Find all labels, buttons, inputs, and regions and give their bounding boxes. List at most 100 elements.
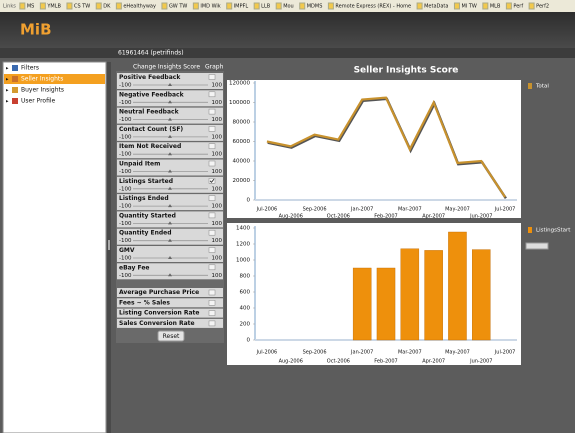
link[interactable]: MLB xyxy=(490,4,501,10)
checkbox[interactable] xyxy=(208,247,216,253)
link-icon[interactable] xyxy=(528,2,535,10)
checkbox[interactable] xyxy=(208,91,216,98)
link[interactable]: MS xyxy=(27,4,35,10)
tab[interactable]: Change Insights Score xyxy=(133,64,200,71)
slider-thumb[interactable] xyxy=(168,186,172,190)
link[interactable]: Mou xyxy=(283,4,294,10)
bar xyxy=(376,267,396,341)
nav-icon xyxy=(12,76,18,82)
option-label: Sales Conversion Rate xyxy=(119,320,195,327)
checkbox[interactable] xyxy=(208,289,216,296)
slider-min: -100 xyxy=(119,100,132,106)
user-name: 61961464 (petrifinds) xyxy=(118,50,184,57)
link[interactable]: Perf xyxy=(513,4,523,10)
checkbox[interactable] xyxy=(208,195,216,201)
link-icon[interactable] xyxy=(66,2,73,10)
link-icon[interactable] xyxy=(161,2,168,10)
link[interactable]: DK xyxy=(103,4,111,10)
option-row xyxy=(117,318,223,328)
link[interactable]: MDMS xyxy=(307,4,323,10)
x-tick-label: Jul-2006 xyxy=(256,207,278,213)
slider-max: 100 xyxy=(212,134,223,140)
link[interactable]: MI TW xyxy=(461,4,476,10)
link-icon[interactable] xyxy=(226,2,233,10)
checkbox[interactable] xyxy=(208,300,216,306)
y-tick-label: 60000 xyxy=(233,139,251,145)
link[interactable]: CS TW xyxy=(74,4,90,10)
link-icon[interactable] xyxy=(115,2,122,10)
link-icon[interactable] xyxy=(95,2,102,10)
slider-thumb[interactable] xyxy=(168,273,172,277)
x-tick-label: Jun-2007 xyxy=(469,359,492,365)
legend-swatch xyxy=(528,227,532,233)
checkbox[interactable] xyxy=(208,229,216,236)
link-icon[interactable] xyxy=(327,2,334,10)
link[interactable]: MetaData xyxy=(424,4,448,10)
slider-thumb[interactable] xyxy=(168,152,172,156)
slider-thumb[interactable] xyxy=(168,256,172,259)
reset-button[interactable] xyxy=(157,330,185,342)
slider-thumb[interactable] xyxy=(168,169,172,173)
slider-label: Listings Started xyxy=(119,178,173,185)
link[interactable]: IMPFL xyxy=(234,4,249,10)
checkbox[interactable] xyxy=(208,160,216,167)
splitter-handle[interactable] xyxy=(108,240,110,250)
x-tick-label: May-2007 xyxy=(445,207,470,213)
checkbox[interactable] xyxy=(208,126,216,132)
checkbox[interactable] xyxy=(208,212,216,219)
y-tick-label: 20000 xyxy=(233,178,251,184)
link-icon[interactable] xyxy=(505,2,512,10)
reset-label[interactable]: Reset xyxy=(163,333,180,340)
link-icon[interactable] xyxy=(482,2,489,10)
link-icon[interactable] xyxy=(453,2,460,10)
link-icon[interactable] xyxy=(19,2,26,10)
checkbox[interactable] xyxy=(208,74,216,80)
link-icon[interactable] xyxy=(299,2,306,10)
nav-item[interactable]: Buyer Insights xyxy=(21,87,64,94)
checkbox[interactable] xyxy=(208,320,216,327)
nav-panel xyxy=(2,61,107,433)
slider-thumb[interactable] xyxy=(168,83,172,86)
link[interactable]: Remote Express (REX) - Home xyxy=(335,4,411,10)
link-icon[interactable] xyxy=(192,2,199,10)
y-tick-label: 600 xyxy=(240,290,251,296)
legend-label: ListingsStart xyxy=(536,228,571,234)
x-tick-label: Mar-2007 xyxy=(398,350,422,356)
slider-thumb[interactable] xyxy=(168,204,172,208)
nav-item[interactable]: Filters xyxy=(21,65,39,72)
slider-thumb[interactable] xyxy=(168,238,172,242)
link[interactable]: LLB xyxy=(261,4,271,10)
slider-label: eBay Fee xyxy=(119,264,150,271)
link-icon[interactable] xyxy=(416,2,423,10)
link[interactable]: YMLB xyxy=(46,4,61,10)
slider-thumb[interactable] xyxy=(168,221,172,225)
nav-item[interactable]: Seller Insights xyxy=(21,76,63,83)
x-tick-label: Jun-2007 xyxy=(469,214,492,220)
slider-thumb[interactable] xyxy=(168,134,172,138)
slider-thumb[interactable] xyxy=(168,100,172,104)
link[interactable]: eHealthyway xyxy=(123,4,156,10)
link-icon[interactable] xyxy=(39,2,46,10)
nav-item[interactable]: User Profile xyxy=(21,98,56,105)
link[interactable]: GW TW xyxy=(169,4,187,10)
option-row xyxy=(117,298,223,308)
link-icon[interactable] xyxy=(275,2,282,10)
checkbox[interactable] xyxy=(208,108,216,115)
slider-label: Contact Count (SF) xyxy=(119,126,183,133)
checkbox[interactable] xyxy=(208,264,216,271)
checkbox[interactable] xyxy=(208,178,216,184)
slider-thumb[interactable] xyxy=(168,117,172,121)
x-tick-label: Feb-2007 xyxy=(374,214,397,220)
checkbox[interactable] xyxy=(208,310,216,316)
checkmark xyxy=(209,178,215,183)
link[interactable]: IMD Wik xyxy=(200,4,220,10)
legend-scroll[interactable] xyxy=(525,242,549,250)
link[interactable]: Perf2 xyxy=(536,4,549,10)
link-icon[interactable] xyxy=(253,2,260,10)
tab[interactable]: Graph xyxy=(205,64,224,71)
checkbox[interactable] xyxy=(208,143,216,149)
nav-selected xyxy=(4,74,105,84)
x-tick-label: May-2007 xyxy=(445,350,470,356)
x-tick-label: Sep-2006 xyxy=(303,207,327,213)
